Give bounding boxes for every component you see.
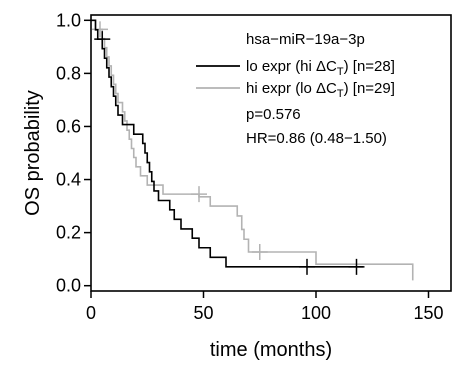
x-tick-label: 150 [413, 303, 443, 323]
y-tick-label: 0.0 [56, 276, 81, 296]
y-tick-label: 1.0 [56, 10, 81, 30]
y-tick-label: 0.2 [56, 223, 81, 243]
legend-title: hsa−miR−19a−3p [246, 31, 365, 48]
x-tick-label: 100 [301, 303, 331, 323]
legend-entry-lo-expr: lo expr (hi ΔCT) [n=28] [246, 58, 395, 78]
legend-entry-hi-expr-prefix: hi expr (lo ΔC [246, 80, 337, 97]
y-tick-label: 0.8 [56, 63, 81, 83]
survival-curve-hi-expr [91, 19, 414, 281]
survival-curve-lo-expr [91, 19, 364, 268]
plot-frame [90, 14, 452, 292]
legend: hsa−miR−19a−3p lo expr (hi ΔCT) [n=28] h… [196, 31, 395, 100]
x-tick-label: 50 [193, 303, 213, 323]
ticks-layer: 0 50 100 150 0.0 0.2 0.4 0.6 0.8 1.0 [56, 10, 444, 323]
legend-entry-hi-expr-subscript: T [337, 88, 344, 100]
y-tick-label: 0.4 [56, 170, 81, 190]
legend-entry-lo-expr-suffix: ) [n=28] [344, 58, 395, 75]
y-tick-label: 0.6 [56, 116, 81, 136]
x-tick-label: 0 [86, 303, 96, 323]
hazard-ratio-text: HR=0.86 (0.48−1.50) [246, 130, 387, 147]
legend-entry-lo-expr-subscript: T [337, 66, 344, 78]
y-axis-title: OS probability [22, 90, 44, 216]
p-value-text: p=0.576 [246, 106, 301, 123]
x-axis-title: time (months) [210, 339, 332, 361]
legend-entry-lo-expr-prefix: lo expr (hi ΔC [246, 58, 337, 75]
legend-entry-hi-expr-suffix: ) [n=29] [344, 80, 395, 97]
series-layer [91, 19, 414, 281]
legend-entry-hi-expr: hi expr (lo ΔCT) [n=29] [246, 80, 395, 100]
